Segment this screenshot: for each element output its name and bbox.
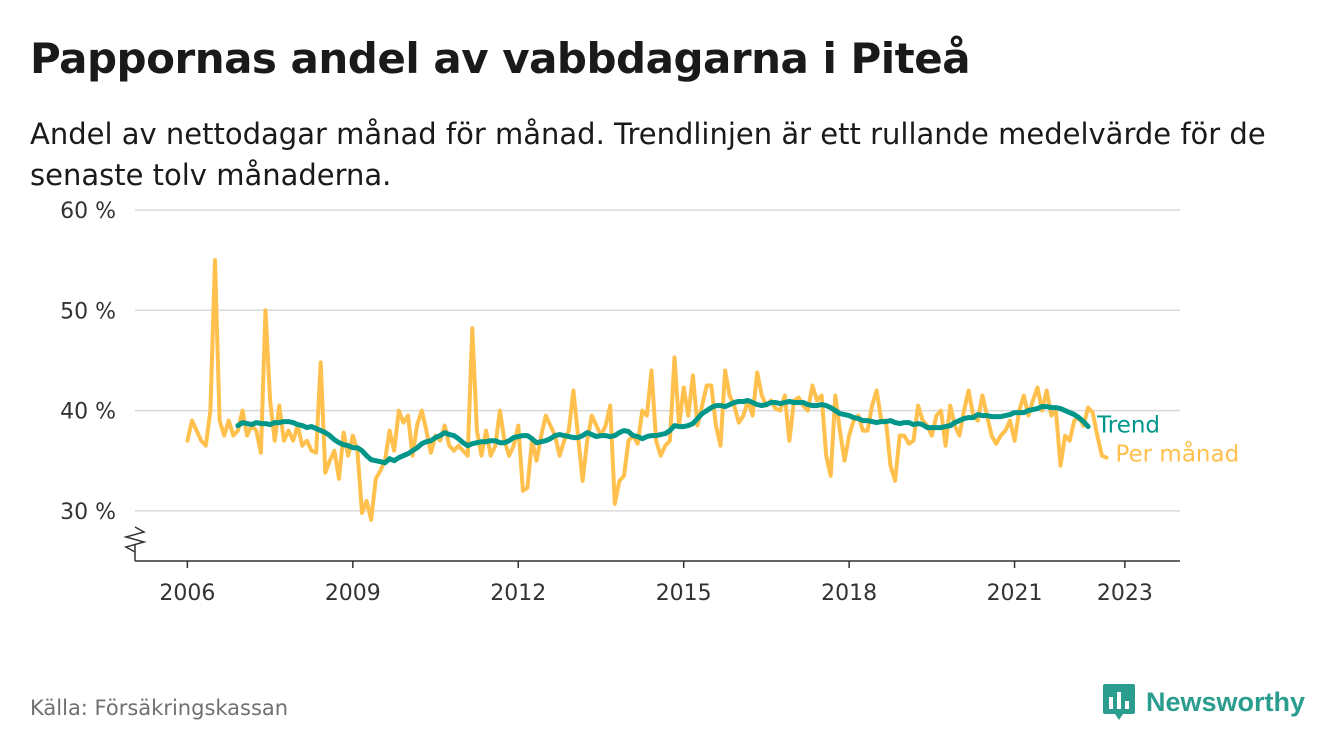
y-tick-label: 60 %	[60, 199, 116, 224]
series-line-trend	[235, 398, 1091, 466]
y-tick-label: 50 %	[60, 299, 116, 324]
y-tick-label: 40 %	[60, 400, 116, 425]
x-tick-label: 2009	[325, 581, 381, 606]
x-tick-label: 2023	[1097, 581, 1153, 606]
x-tick-label: 2006	[159, 581, 215, 606]
source-note: Källa: Försäkringskassan	[30, 696, 289, 720]
x-tick-label: 2018	[821, 581, 877, 606]
brand-logo[interactable]: Newsworthy	[1102, 683, 1305, 721]
chart-title: Pappornas andel av vabbdagarna i Piteå	[30, 34, 971, 83]
x-tick-label: 2015	[656, 581, 712, 606]
series-label-per-manad: Per månad	[1115, 440, 1239, 468]
brand-name: Newsworthy	[1146, 686, 1306, 717]
series-label-trend: Trend	[1096, 413, 1160, 439]
x-tick-label: 2021	[987, 581, 1043, 606]
y-tick-label: 30 %	[60, 500, 116, 525]
bar-chart-badge-icon	[1103, 684, 1135, 720]
axis-break-icon	[123, 526, 147, 553]
x-tick-label: 2012	[490, 581, 546, 606]
series-line-per-manad	[185, 258, 1109, 522]
chart-subtitle: Andel av nettodagar månad för månad. Tre…	[30, 117, 1266, 192]
